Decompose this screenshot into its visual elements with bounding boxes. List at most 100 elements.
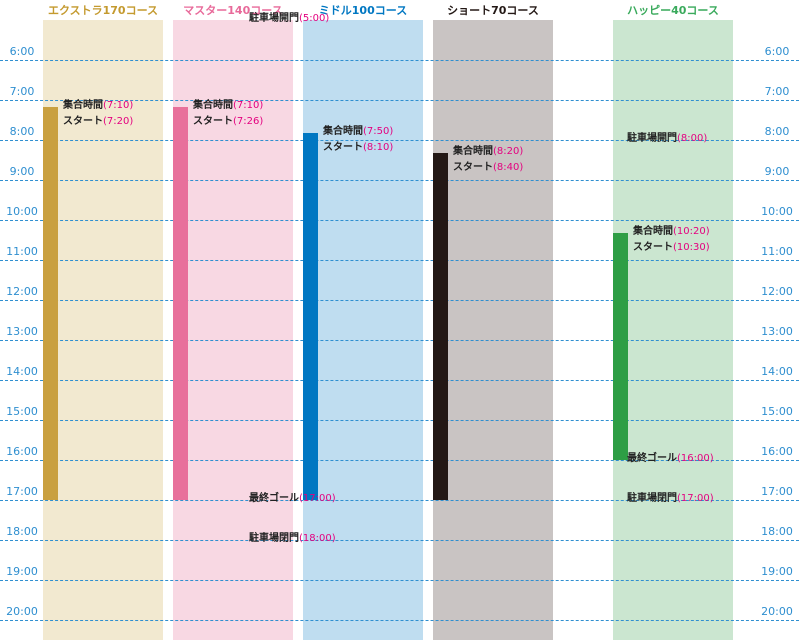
paren-close: ) xyxy=(709,493,714,504)
paren-close: ) xyxy=(389,126,394,138)
hour-label-right: 12:00 xyxy=(761,285,793,298)
annotation-label: 駐車場開門 xyxy=(249,13,299,24)
course-band xyxy=(433,20,553,640)
hour-gridline xyxy=(0,220,799,221)
paren-open: ( xyxy=(677,133,681,144)
annotation-time: 17:00 xyxy=(302,493,332,504)
hour-label-left: 15:00 xyxy=(6,405,38,418)
hour-label-left: 11:00 xyxy=(6,245,38,258)
annotation-time: 10:30 xyxy=(676,242,706,254)
annotation-label: スタート xyxy=(453,162,493,174)
annotation-time: 17:00 xyxy=(680,493,710,504)
assembly-time-note: 集合時間(8:20) xyxy=(453,146,523,158)
annotation-label: 駐車場閉門 xyxy=(249,533,299,544)
hour-label-right: 14:00 xyxy=(761,365,793,378)
annotation-time: 7:50 xyxy=(366,126,390,138)
paren-close: ) xyxy=(519,162,524,174)
paren-close: ) xyxy=(519,146,524,158)
annotation-label: 集合時間 xyxy=(633,226,673,238)
hour-label-left: 6:00 xyxy=(9,45,35,58)
annotation-time: 7:10 xyxy=(106,99,130,111)
paren-close: ) xyxy=(331,533,336,544)
annotation-label: 集合時間 xyxy=(63,99,103,111)
paren-close: ) xyxy=(129,115,134,127)
start-time-note: スタート(10:30) xyxy=(633,242,710,254)
course-duration-bar xyxy=(173,106,188,500)
annotation-label: スタート xyxy=(193,115,233,127)
hour-gridline xyxy=(0,140,799,141)
paren-open: ( xyxy=(673,226,677,238)
annotation-label: 最終ゴール xyxy=(249,493,299,504)
hour-gridline xyxy=(0,500,799,501)
hour-label-right: 19:00 xyxy=(761,565,793,578)
hour-label-left: 8:00 xyxy=(9,125,35,138)
paren-close: ) xyxy=(389,142,394,154)
paren-close: ) xyxy=(259,115,264,127)
hour-label-right: 10:00 xyxy=(761,205,793,218)
annotation-label: 駐車場閉門 xyxy=(627,493,677,504)
course-duration-bar xyxy=(303,133,318,500)
paren-open: ( xyxy=(299,493,303,504)
paren-close: ) xyxy=(703,133,708,144)
paren-open: ( xyxy=(677,453,681,464)
course-duration-bar xyxy=(43,106,58,500)
hour-label-left: 17:00 xyxy=(6,485,38,498)
annotation-time: 7:20 xyxy=(106,115,130,127)
hour-gridline xyxy=(0,60,799,61)
course-band xyxy=(43,20,163,640)
course-title: ハッピー40コース xyxy=(627,4,719,17)
paren-open: ( xyxy=(673,242,677,254)
course-band xyxy=(613,20,733,640)
annotation-time: 5:00 xyxy=(302,13,326,24)
annotation-time: 7:26 xyxy=(236,115,260,127)
hour-label-right: 20:00 xyxy=(761,605,793,618)
assembly-time-note: 集合時間(7:10) xyxy=(193,100,263,112)
hour-gridline xyxy=(0,620,799,621)
annotation-time: 7:10 xyxy=(236,99,260,111)
hour-label-left: 18:00 xyxy=(6,525,38,538)
annotation-time: 8:20 xyxy=(496,146,520,158)
hour-gridline xyxy=(0,580,799,581)
annotation-time: 8:00 xyxy=(680,133,704,144)
schedule-note: 駐車場閉門(18:00) xyxy=(249,533,336,545)
hour-gridline xyxy=(0,260,799,261)
paren-close: ) xyxy=(259,99,264,111)
hour-label-left: 9:00 xyxy=(9,165,35,178)
schedule-note: 駐車場開門(8:00) xyxy=(627,133,707,145)
assembly-time-note: 集合時間(10:20) xyxy=(633,226,710,238)
paren-open: ( xyxy=(103,115,107,127)
annotation-time: 8:10 xyxy=(366,142,390,154)
hour-label-left: 12:00 xyxy=(6,285,38,298)
hour-label-left: 7:00 xyxy=(9,85,35,98)
start-time-note: スタート(7:26) xyxy=(193,116,263,128)
hour-gridline xyxy=(0,100,799,101)
paren-open: ( xyxy=(493,146,497,158)
paren-open: ( xyxy=(299,533,303,544)
annotation-label: 最終ゴール xyxy=(627,453,677,464)
annotation-label: スタート xyxy=(633,242,673,254)
start-time-note: スタート(7:20) xyxy=(63,116,133,128)
hour-gridline xyxy=(0,300,799,301)
paren-open: ( xyxy=(299,13,303,24)
hour-gridline xyxy=(0,340,799,341)
hour-label-left: 16:00 xyxy=(6,445,38,458)
schedule-note: 最終ゴール(17:00) xyxy=(249,493,336,505)
annotation-time: 10:20 xyxy=(676,226,706,238)
course-title: エクストラ170コース xyxy=(47,4,159,17)
hour-label-left: 20:00 xyxy=(6,605,38,618)
hour-label-right: 13:00 xyxy=(761,325,793,338)
paren-open: ( xyxy=(677,493,681,504)
paren-close: ) xyxy=(331,493,336,504)
paren-open: ( xyxy=(363,126,367,138)
assembly-time-note: 集合時間(7:50) xyxy=(323,126,393,138)
hour-label-right: 15:00 xyxy=(761,405,793,418)
hour-label-right: 11:00 xyxy=(761,245,793,258)
schedule-note: 駐車場開門(5:00) xyxy=(249,13,329,25)
schedule-note: 最終ゴール(16:00) xyxy=(627,453,714,465)
hour-label-right: 9:00 xyxy=(764,165,790,178)
hour-label-left: 19:00 xyxy=(6,565,38,578)
start-time-note: スタート(8:10) xyxy=(323,142,393,154)
annotation-label: 集合時間 xyxy=(453,146,493,158)
annotation-time: 18:00 xyxy=(302,533,332,544)
paren-open: ( xyxy=(233,115,237,127)
